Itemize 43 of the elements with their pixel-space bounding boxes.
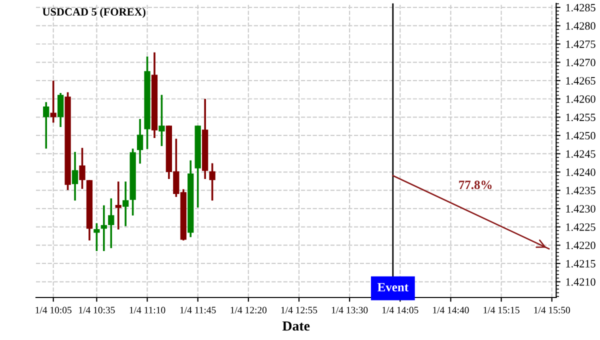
candlestick (57, 92, 64, 128)
y-tick-label: 1.4265 (566, 77, 596, 85)
annotation: 77.8% (459, 180, 492, 190)
x-tick-label: 1/4 11:45 (180, 306, 216, 314)
ref-line-label: Event (378, 283, 408, 292)
x-tick-label: 1/4 12:55 (281, 306, 318, 314)
candlestick (209, 162, 216, 202)
x-tick-label: 1/4 14:05 (382, 306, 418, 314)
x-tick-label: 1/4 11:10 (130, 306, 166, 314)
candlestick (136, 118, 144, 165)
candlestick (94, 222, 100, 252)
y-tick-label: 1.4280 (566, 22, 596, 30)
y-tick-label: 1.4235 (566, 186, 596, 194)
x-tick-label: 1/4 10:05 (36, 306, 72, 314)
candlestick (115, 180, 122, 230)
y-tick-label: 1.4230 (566, 205, 596, 213)
x-tick-label: 1/4 10:35 (79, 306, 115, 314)
candlestick (72, 151, 78, 202)
candlestick (79, 146, 86, 190)
y-tick-label: 1.4215 (566, 260, 596, 268)
y-tick-label: 1.4260 (566, 95, 596, 103)
candlestick (158, 94, 165, 147)
x-tick-label: 1/4 12:20 (230, 306, 267, 314)
y-tick-label: 1.4255 (566, 114, 596, 122)
y-tick-label: 1.4245 (566, 150, 596, 158)
y-tick-label: 1.4220 (566, 242, 596, 250)
y-tick-label: 1.4250 (566, 132, 596, 140)
y-tick-label: 1.4210 (566, 278, 596, 286)
candlestick (43, 101, 50, 150)
candlestick (108, 197, 114, 250)
x-tick-label: 1/4 15:15 (484, 306, 520, 314)
x-tick-label: 1/4 14:40 (433, 306, 469, 314)
y-tick-label: 1.4225 (566, 223, 596, 231)
x-axis-title: Date (282, 321, 310, 331)
candlestick (122, 180, 129, 228)
x-tick-label: 1/4 15:50 (534, 306, 570, 314)
y-tick-label: 1.4240 (566, 168, 596, 176)
y-tick-label: 1.4270 (566, 58, 596, 66)
candlestick (100, 204, 107, 252)
chart-title: USDCAD 5 (FOREX) (42, 8, 146, 18)
y-tick-label: 1.4275 (566, 40, 596, 48)
x-tick-label: 1/4 13:30 (332, 306, 368, 314)
y-tick-label: 1.4285 (566, 4, 596, 12)
